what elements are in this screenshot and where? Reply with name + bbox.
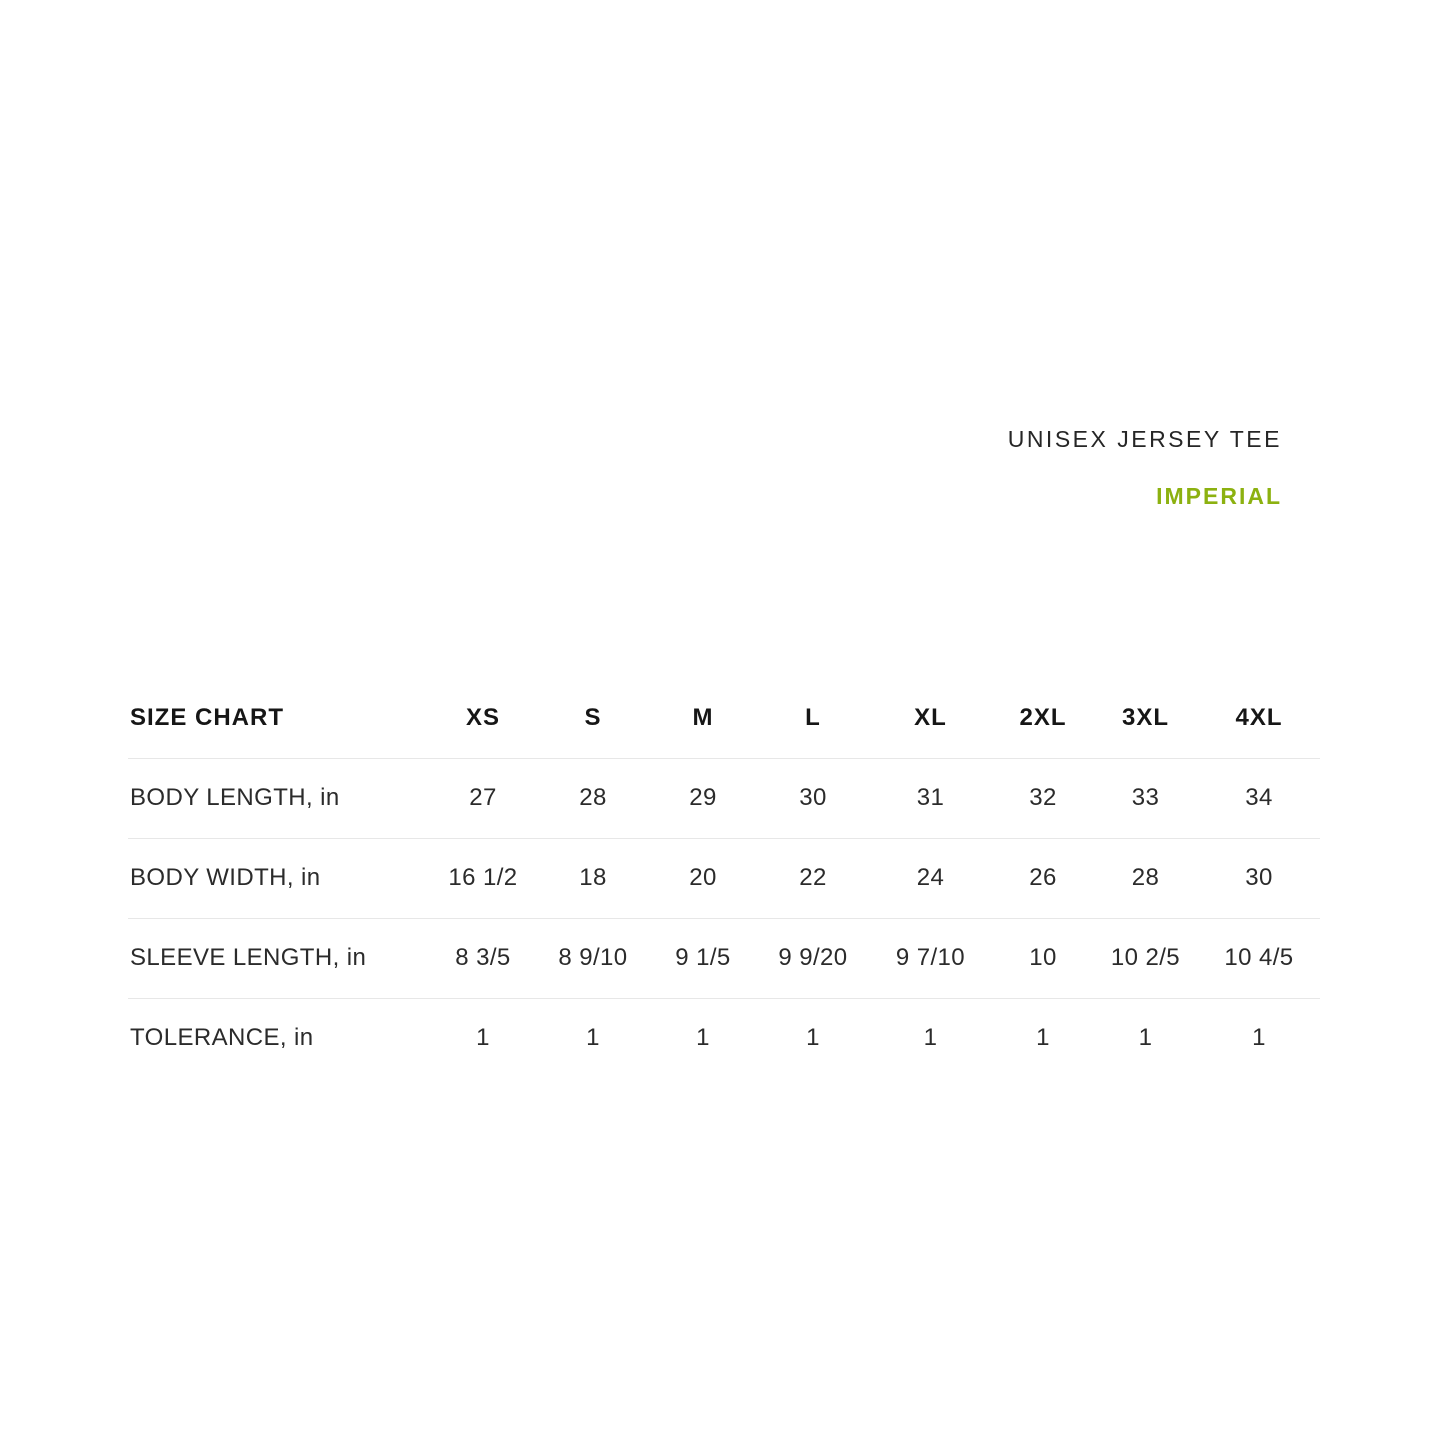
table-cell: 16 1/2 bbox=[428, 838, 538, 919]
table-cell: 9 9/20 bbox=[758, 918, 868, 999]
row-label: SLEEVE LENGTH, in bbox=[128, 918, 428, 999]
row-label: BODY LENGTH, in bbox=[128, 758, 428, 839]
table-row-body-length: BODY LENGTH, in 27 28 29 30 31 32 33 34 bbox=[128, 758, 1320, 839]
title-block: UNISEX JERSEY TEE IMPERIAL bbox=[1008, 428, 1282, 508]
row-label: BODY WIDTH, in bbox=[128, 838, 428, 919]
table-cell: 1 bbox=[586, 1024, 600, 1052]
table-cell: 26 bbox=[993, 838, 1093, 919]
table-cell: 1 bbox=[1252, 1024, 1266, 1052]
header-row: SIZE CHART XS S M L XL 2XL 3XL 4XL bbox=[128, 678, 1320, 759]
table-cell: 10 2/5 bbox=[1093, 918, 1198, 999]
table-cell: 31 bbox=[868, 758, 993, 839]
column-header-2xl: 2XL bbox=[993, 678, 1093, 759]
table-cell: 22 bbox=[758, 838, 868, 919]
table-cell: 33 bbox=[1093, 758, 1198, 839]
table-cell: 8 9/10 bbox=[538, 918, 648, 999]
table-cell: 9 1/5 bbox=[648, 918, 758, 999]
table-cell: 9 7/10 bbox=[868, 918, 993, 999]
column-header-3xl: 3XL bbox=[1093, 678, 1198, 759]
table-cell: 10 bbox=[993, 918, 1093, 999]
table-cell: 1 bbox=[923, 1024, 938, 1052]
column-header-xs: XS bbox=[428, 678, 538, 759]
table-cell: 34 bbox=[1198, 758, 1320, 839]
table-row-tolerance: TOLERANCE, in 1 1 1 1 1 1 1 1 bbox=[128, 998, 1320, 1078]
table-cell: 1 bbox=[806, 1024, 820, 1052]
size-chart-title: SIZE CHART bbox=[128, 678, 428, 759]
table-cell: 10 4/5 bbox=[1198, 918, 1320, 999]
table-cell: 18 bbox=[538, 838, 648, 919]
table-cell: 29 bbox=[648, 758, 758, 839]
size-chart-table: SIZE CHART XS S M L XL 2XL 3XL 4XL BODY … bbox=[128, 678, 1320, 1078]
product-title: UNISEX JERSEY TEE bbox=[1007, 426, 1282, 452]
table-cell: 28 bbox=[1093, 838, 1198, 919]
table-cell: 1 bbox=[476, 1024, 490, 1052]
column-header-m: M bbox=[648, 678, 758, 759]
table-cell: 28 bbox=[538, 758, 648, 839]
table-cell: 8 3/5 bbox=[428, 918, 538, 999]
table-cell: 27 bbox=[428, 758, 538, 839]
table-cell: 32 bbox=[993, 758, 1093, 839]
column-header-4xl: 4XL bbox=[1198, 678, 1320, 759]
column-header-xl: XL bbox=[868, 678, 993, 759]
table-cell: 1 bbox=[1138, 1024, 1153, 1052]
table-cell: 20 bbox=[648, 838, 758, 919]
table-cell: 1 bbox=[1036, 1024, 1050, 1052]
table-cell: 30 bbox=[1198, 838, 1320, 919]
table-row-sleeve-length: SLEEVE LENGTH, in 8 3/5 8 9/10 9 1/5 9 9… bbox=[128, 918, 1320, 999]
column-header-l: L bbox=[758, 678, 868, 759]
table-cell: 1 bbox=[696, 1024, 710, 1052]
table-row-body-width: BODY WIDTH, in 16 1/2 18 20 22 24 26 28 … bbox=[128, 838, 1320, 919]
table-cell: 24 bbox=[868, 838, 993, 919]
unit-system-label: IMPERIAL bbox=[1156, 483, 1282, 509]
row-label: TOLERANCE, in bbox=[130, 1024, 314, 1052]
column-header-s: S bbox=[538, 678, 648, 759]
table-cell: 30 bbox=[758, 758, 868, 839]
